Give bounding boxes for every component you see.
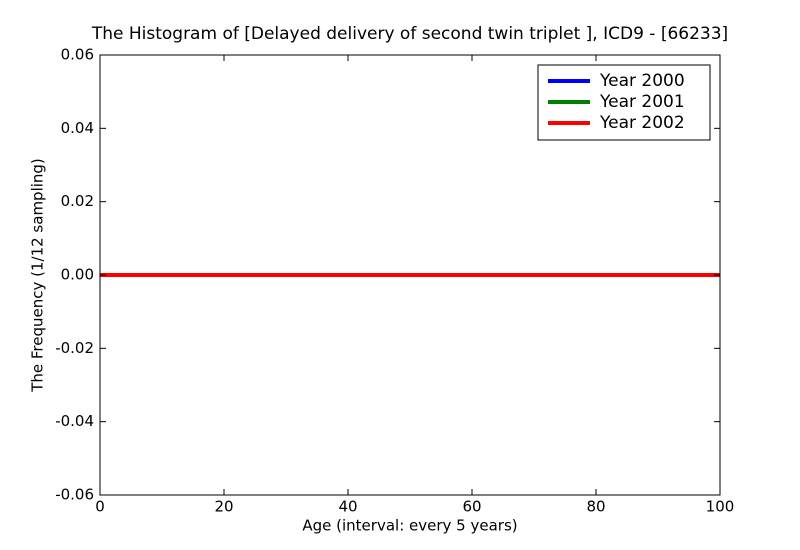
- y-tick-label: 0.02: [61, 192, 94, 210]
- y-tick-label: 0.04: [61, 119, 94, 137]
- x-tick-label: 100: [706, 498, 735, 516]
- legend-label: Year 2002: [599, 113, 685, 133]
- x-tick-label: 40: [338, 498, 357, 516]
- y-axis-label: The Frequency (1/12 sampling): [29, 158, 47, 393]
- y-tick-label: 0.06: [61, 46, 94, 64]
- x-axis-label: Age (interval: every 5 years): [302, 517, 517, 535]
- y-tick-label: -0.02: [55, 339, 94, 357]
- legend-label: Year 2000: [599, 71, 685, 91]
- x-tick-label: 20: [214, 498, 233, 516]
- y-tick-label: 0.00: [61, 266, 94, 284]
- y-tick-label: -0.04: [55, 412, 94, 430]
- y-tick-label: -0.06: [55, 486, 94, 504]
- x-tick-label: 0: [95, 498, 105, 516]
- x-tick-label: 80: [586, 498, 605, 516]
- chart-title: The Histogram of [Delayed delivery of se…: [91, 24, 728, 44]
- legend-label: Year 2001: [599, 92, 685, 112]
- x-tick-label: 60: [462, 498, 481, 516]
